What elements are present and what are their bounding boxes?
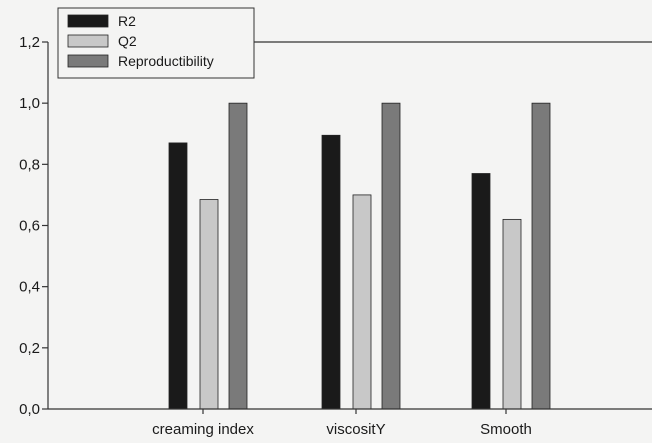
legend-label-r2: R2 (118, 13, 136, 29)
y-tick-label: 1,2 (19, 34, 40, 51)
bar-r2-creaming-index (168, 142, 188, 410)
bar-reproductibility-viscosity (381, 102, 401, 410)
x-labels-group: creaming index viscositY Smooth (152, 409, 532, 438)
bar-q2-smooth (502, 218, 522, 410)
legend-label-q2: Q2 (118, 33, 137, 49)
legend-swatch-q2 (67, 34, 109, 48)
legend-swatch-r2 (67, 14, 109, 28)
bar-reproductibility-creaming-index (228, 102, 248, 410)
x-category-label: creaming index (152, 421, 254, 438)
bar-q2-viscosity (352, 194, 372, 410)
y-tick-label: 0,2 (19, 340, 40, 357)
y-tick-label: 0,6 (19, 218, 40, 235)
bars-group (168, 102, 551, 410)
y-ticks-group: 0,0 0,2 0,4 0,6 0,8 1,0 1,2 (19, 34, 48, 418)
bar-q2-creaming-index (199, 199, 219, 410)
legend-label-reproductibility: Reproductibility (118, 53, 214, 69)
x-category-label: Smooth (480, 421, 532, 438)
bar-r2-smooth (471, 173, 491, 410)
y-tick-label: 0,4 (19, 279, 40, 296)
y-tick-label: 1,0 (19, 95, 40, 112)
bar-r2-viscosity (321, 134, 341, 410)
y-tick-label: 0,0 (19, 401, 40, 418)
y-tick-label: 0,8 (19, 156, 40, 173)
legend-swatch-reproductibility (67, 54, 109, 68)
legend: R2 Q2 Reproductibility (57, 7, 255, 79)
x-category-label: viscositY (326, 421, 385, 438)
bar-reproductibility-smooth (531, 102, 551, 410)
